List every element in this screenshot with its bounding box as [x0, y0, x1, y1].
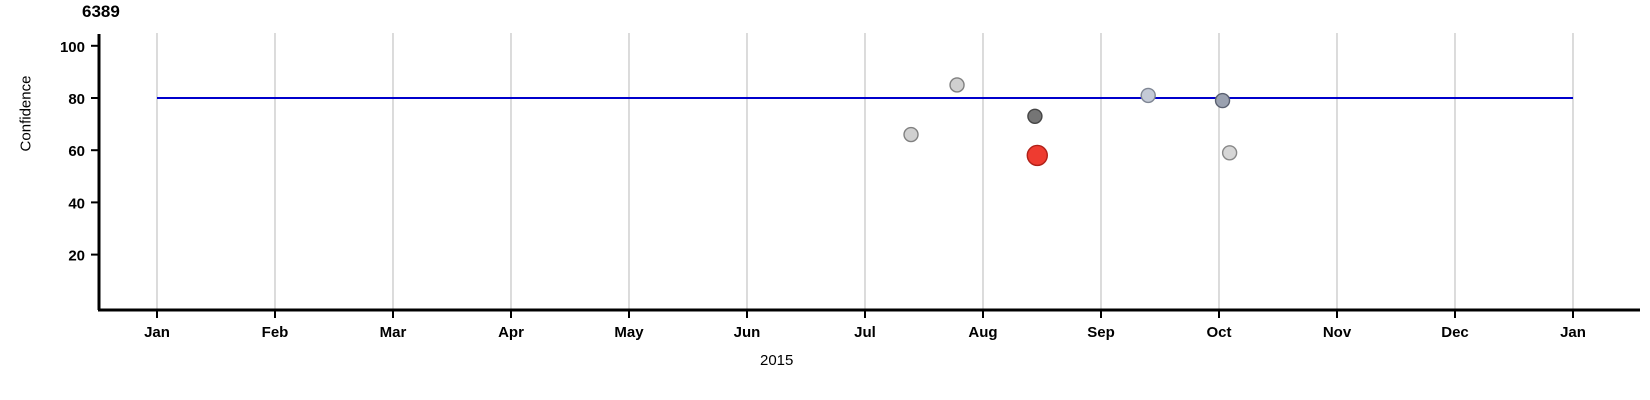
x-tick-label-8: Sep [1087, 324, 1115, 341]
x-tick-label-4: May [614, 324, 644, 341]
y-tick-label-40: 40 [68, 195, 85, 212]
data-point-4[interactable] [1140, 87, 1156, 104]
data-point-2[interactable] [1027, 108, 1043, 124]
y-tick-label-60: 60 [68, 143, 85, 160]
data-point-5[interactable] [1214, 92, 1231, 109]
gridlines-group [156, 33, 1574, 309]
x-tick-label-2: Mar [380, 324, 407, 341]
y-tick-label-100: 100 [60, 39, 85, 56]
x-axis-title: 2015 [760, 352, 794, 369]
y-tick-label-20: 20 [68, 248, 85, 265]
x-tick-label-3: Apr [498, 324, 524, 341]
x-tick-label-1: Feb [262, 324, 289, 341]
x-tick-label-6: Jul [854, 324, 876, 341]
x-axis-group: Jan Feb Mar Apr May Jun Jul Aug Sep Oct Nov Dec Jan [98, 308, 1640, 341]
chart-title: 6389 [82, 2, 120, 21]
data-point-6[interactable] [1221, 145, 1238, 161]
x-tick-label-9: Oct [1206, 324, 1231, 341]
data-point-1[interactable] [949, 77, 965, 93]
data-point-0[interactable] [903, 126, 919, 143]
x-tick-label-10: Nov [1323, 324, 1352, 341]
x-tick-label-12: Jan [1560, 324, 1586, 341]
y-axis-group: 20 40 60 80 100 [60, 34, 101, 310]
x-tick-label-7: Aug [968, 324, 997, 341]
data-point-3[interactable] [1026, 144, 1048, 167]
y-tick-label-80: 80 [68, 91, 85, 108]
x-tick-label-0: Jan [144, 324, 170, 341]
data-points-group [903, 77, 1238, 167]
x-tick-label-5: Jun [734, 324, 761, 341]
x-tick-label-11: Dec [1441, 324, 1469, 341]
